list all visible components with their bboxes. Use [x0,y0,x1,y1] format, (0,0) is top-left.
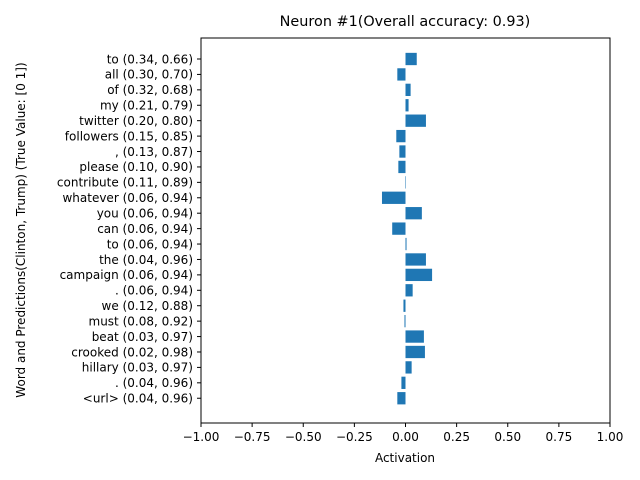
bar [405,237,407,251]
y-tick-label: all (0.30, 0.70) [105,68,193,82]
bar [398,160,406,174]
y-tick-label: crooked (0.02, 0.98) [71,345,193,359]
bar [405,330,424,343]
bar [405,114,426,127]
chart-title: Neuron #1(Overall accuracy: 0.93) [280,14,531,30]
bar [405,52,417,66]
bar [403,299,406,312]
bar [405,361,412,374]
bar [405,284,413,297]
y-tick-label: <url> (0.04, 0.96) [83,392,193,406]
y-tick-label: we (0.12, 0.88) [102,299,193,313]
bar [397,392,406,405]
y-tick-label: followers (0.15, 0.85) [65,129,193,143]
x-tick-label: 0.50 [494,430,521,444]
x-tick-label: −0.75 [234,430,271,444]
x-tick-label: 0.75 [546,430,573,444]
x-axis-ticks: −1.00 −0.75 −0.50 −0.25 0.00 0.25 0.50 0.75 1.00 [183,423,624,444]
x-tick-label: 0.00 [392,430,419,444]
y-tick-label: of (0.32, 0.68) [107,83,193,97]
x-tick-label: −0.50 [285,430,322,444]
y-tick-label: . (0.04, 0.96) [115,376,193,390]
bar [399,145,406,158]
bar [381,191,406,204]
bar [404,314,406,328]
y-tick-label: to (0.06, 0.94) [107,237,193,251]
y-axis-ticks: to (0.34, 0.66) all (0.30, 0.70)of (0.32,… [57,52,201,406]
bar [405,207,422,220]
y-tick-label: the (0.04, 0.96) [99,253,193,267]
x-tick-label: −1.00 [183,430,220,444]
bar [405,176,406,189]
y-tick-label: to (0.34, 0.66) [107,52,193,66]
bar [405,268,433,282]
x-tick-label: 1.00 [597,430,624,444]
x-axis-label: Activation [375,451,435,465]
bar [396,129,406,143]
bar [397,68,406,81]
bar [405,99,409,112]
y-tick-label: , (0.13, 0.87) [115,145,193,159]
y-tick-label: twitter (0.20, 0.80) [79,114,193,128]
y-tick-label: my (0.21, 0.79) [100,99,193,113]
y-tick-label: must (0.08, 0.92) [89,314,194,328]
x-tick-label: −0.25 [336,430,373,444]
y-tick-label: hillary (0.03, 0.97) [82,361,193,375]
y-tick-label: please (0.10, 0.90) [79,160,193,174]
y-tick-label: can (0.06, 0.94) [97,222,193,236]
bar [405,253,426,266]
y-tick-label: . (0.06, 0.94) [115,284,193,298]
y-tick-label: you (0.06, 0.94) [97,207,193,221]
y-tick-label: contribute (0.11, 0.89) [57,176,193,190]
bars-group [381,52,433,405]
y-axis-label: Word and Predictions(Clinton, Trump) (Tr… [14,62,28,397]
bar [401,376,406,389]
x-tick-label: 0.25 [443,430,470,444]
y-tick-label: beat (0.03, 0.97) [92,330,193,344]
bar [392,222,406,235]
bar [405,83,411,96]
y-tick-label: campaign (0.06, 0.94) [60,268,193,282]
bar [405,345,425,359]
y-tick-label: whatever (0.06, 0.94) [62,191,193,205]
